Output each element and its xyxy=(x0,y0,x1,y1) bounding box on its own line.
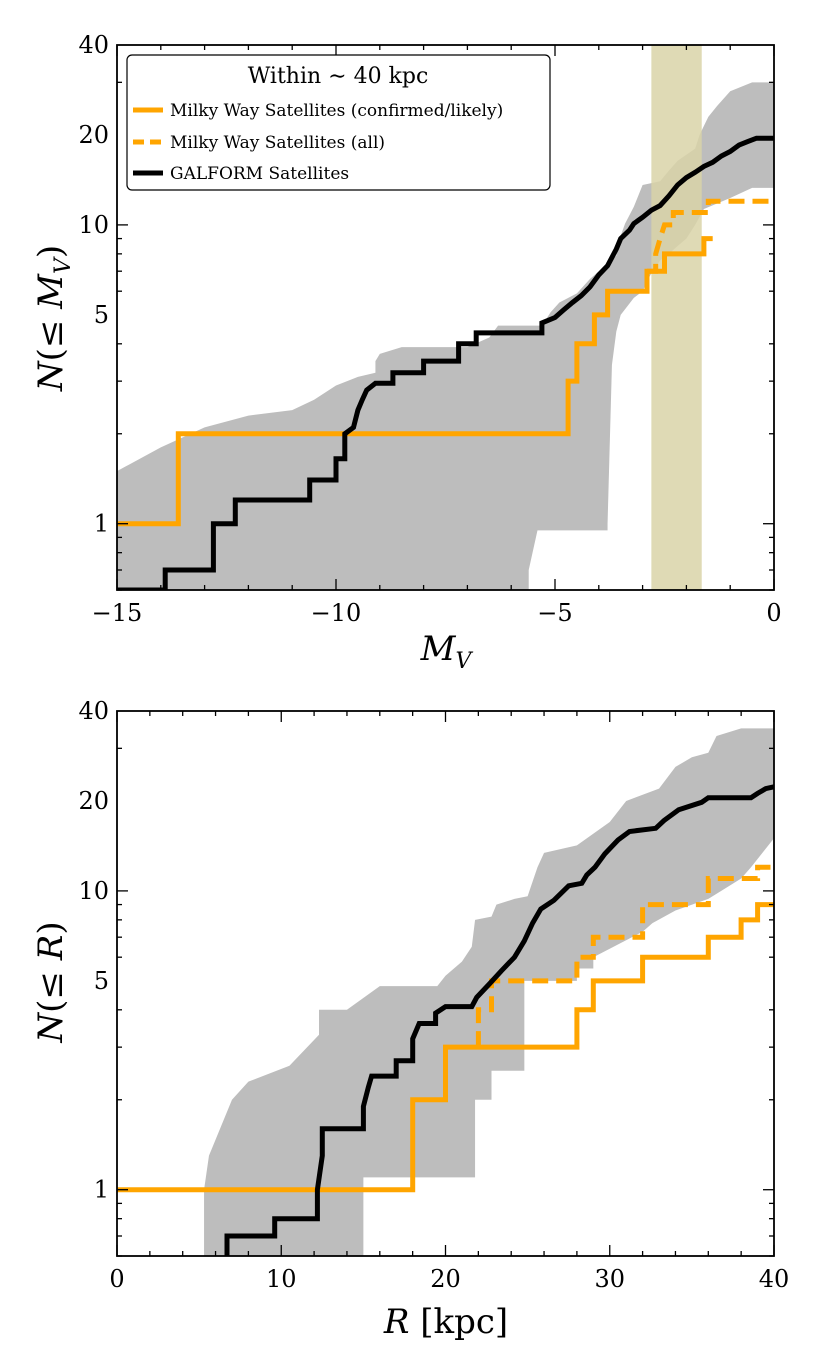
bottom-series-milky-way-satellites-all xyxy=(475,864,774,1048)
top-axes-frame xyxy=(116,44,775,591)
bottom-ytick-label: 20 xyxy=(78,787,109,815)
bottom-ytick-label: 40 xyxy=(78,697,109,725)
legend-box xyxy=(126,54,551,191)
top-xtick-label: 0 xyxy=(766,599,781,627)
top-plot-area xyxy=(117,45,774,590)
top-ytick-label: 20 xyxy=(78,121,109,149)
bottom-xtick-label: 20 xyxy=(430,1265,461,1293)
bottom-ytick-label: 10 xyxy=(78,877,109,905)
top-y-axis-label: N(≤ MV) xyxy=(31,245,76,392)
bottom-ylabel-n: N xyxy=(31,1012,71,1044)
top-ytick-label: 1 xyxy=(94,510,109,538)
top-ytick-label: 5 xyxy=(94,301,109,329)
bottom-xtick-label: 0 xyxy=(109,1265,124,1293)
top-ticks xyxy=(116,45,775,591)
top-tick-labels: −15 −10 −5 0 1 5 10 20 40 xyxy=(78,31,781,627)
bottom-xtick-label: 30 xyxy=(594,1265,625,1293)
bottom-x-axis-label: R [kpc] xyxy=(383,1302,508,1342)
bottom-tick-labels: 0 10 20 30 40 1 5 10 20 40 xyxy=(78,697,789,1293)
top-xtick-label: −5 xyxy=(537,599,572,627)
top-xtick-label: −15 xyxy=(92,599,143,627)
top-series-milky-way-satellites-all xyxy=(647,198,774,274)
bottom-scatter-band xyxy=(204,728,774,1256)
top-series-galform-satellites xyxy=(117,135,774,590)
top-legend: Within ∼ 40 kpc Milky Way Satellites (co… xyxy=(126,54,551,191)
legend-label-galform: GALFORM Satellites xyxy=(170,164,349,184)
legend-label-galform-suffix: Satellites xyxy=(263,164,349,184)
bottom-xtick-label: 10 xyxy=(266,1265,297,1293)
legend-label-galform-name: GALFORM xyxy=(170,164,263,184)
top-panel: −15 −10 −5 0 1 5 10 20 40 Within ∼ 40 kpc Milky … xyxy=(31,31,782,674)
bottom-xtick-label: 40 xyxy=(759,1265,790,1293)
top-ylabel-sub: V xyxy=(51,256,76,274)
top-ylabel-le: (≤ xyxy=(31,309,71,362)
top-ytick-label: 40 xyxy=(78,31,109,59)
bottom-y-axis-label: N(≤ R) xyxy=(31,921,71,1043)
top-scatter-band xyxy=(117,82,774,590)
bottom-xlabel-r: R xyxy=(383,1302,410,1342)
legend-label-confirmed: Milky Way Satellites (confirmed/likely) xyxy=(170,101,503,121)
legend-title: Within ∼ 40 kpc xyxy=(248,64,429,89)
top-ylabel-n: N xyxy=(31,360,71,392)
bottom-xlabel-unit: [kpc] xyxy=(409,1302,508,1342)
legend-label-all: Milky Way Satellites (all) xyxy=(170,133,385,153)
top-ylabel-close: ) xyxy=(31,245,71,258)
bottom-ylabel-r: R xyxy=(31,935,71,962)
top-highlight-region xyxy=(651,45,702,590)
bottom-plot-area xyxy=(117,728,774,1256)
bottom-ticks xyxy=(116,711,775,1257)
top-x-axis-label: MV xyxy=(420,629,474,674)
bottom-ytick-label: 1 xyxy=(94,1176,109,1204)
top-ylabel-m: M xyxy=(31,273,71,310)
bottom-panel: 0 10 20 30 40 1 5 10 20 40 R [kpc] N(≤ R) xyxy=(31,697,789,1342)
top-series-milky-way-satellites-confirmed-likely xyxy=(117,236,713,527)
top-xlabel-sub: V xyxy=(455,649,473,674)
bottom-series-milky-way-satellites-confirmed-likely xyxy=(117,902,774,1193)
bottom-ytick-label: 5 xyxy=(94,967,109,995)
top-xlabel-main: M xyxy=(420,629,457,669)
bottom-ylabel-le: (≤ xyxy=(31,960,71,1013)
bottom-series-galform-satellites xyxy=(224,784,774,1256)
bottom-ylabel-close: ) xyxy=(31,921,71,934)
top-ytick-label: 10 xyxy=(78,211,109,239)
top-xtick-label: −10 xyxy=(311,599,362,627)
